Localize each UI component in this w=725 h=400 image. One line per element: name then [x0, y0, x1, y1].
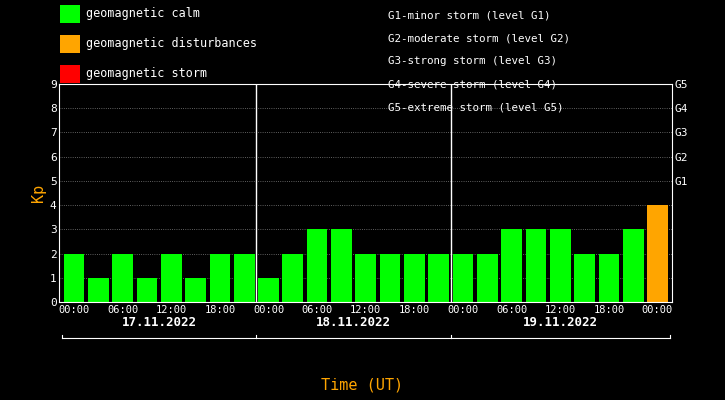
Y-axis label: Kp: Kp: [30, 184, 46, 202]
Bar: [477, 254, 497, 302]
Text: G3-strong storm (level G3): G3-strong storm (level G3): [388, 56, 557, 66]
Bar: [258, 278, 279, 302]
Bar: [428, 254, 449, 302]
Bar: [136, 278, 157, 302]
Bar: [452, 254, 473, 302]
Bar: [186, 278, 206, 302]
Bar: [550, 229, 571, 302]
Bar: [501, 229, 522, 302]
Bar: [88, 278, 109, 302]
Bar: [647, 205, 668, 302]
Bar: [307, 229, 328, 302]
Text: G5-extreme storm (level G5): G5-extreme storm (level G5): [388, 103, 563, 113]
Text: 17.11.2022: 17.11.2022: [122, 316, 196, 328]
Text: G4-severe storm (level G4): G4-severe storm (level G4): [388, 80, 557, 90]
Bar: [623, 229, 644, 302]
Bar: [112, 254, 133, 302]
Bar: [161, 254, 181, 302]
Bar: [355, 254, 376, 302]
Text: geomagnetic calm: geomagnetic calm: [86, 8, 199, 20]
Bar: [331, 229, 352, 302]
Text: G1-minor storm (level G1): G1-minor storm (level G1): [388, 10, 550, 20]
Text: 19.11.2022: 19.11.2022: [523, 316, 597, 328]
Text: geomagnetic storm: geomagnetic storm: [86, 68, 207, 80]
Bar: [404, 254, 425, 302]
Bar: [599, 254, 619, 302]
Bar: [210, 254, 231, 302]
Bar: [283, 254, 303, 302]
Text: Time (UT): Time (UT): [321, 378, 404, 393]
Bar: [574, 254, 595, 302]
Bar: [234, 254, 254, 302]
Text: geomagnetic disturbances: geomagnetic disturbances: [86, 38, 257, 50]
Bar: [526, 229, 546, 302]
Bar: [64, 254, 84, 302]
Bar: [380, 254, 400, 302]
Text: G2-moderate storm (level G2): G2-moderate storm (level G2): [388, 33, 570, 43]
Text: 18.11.2022: 18.11.2022: [316, 316, 391, 328]
